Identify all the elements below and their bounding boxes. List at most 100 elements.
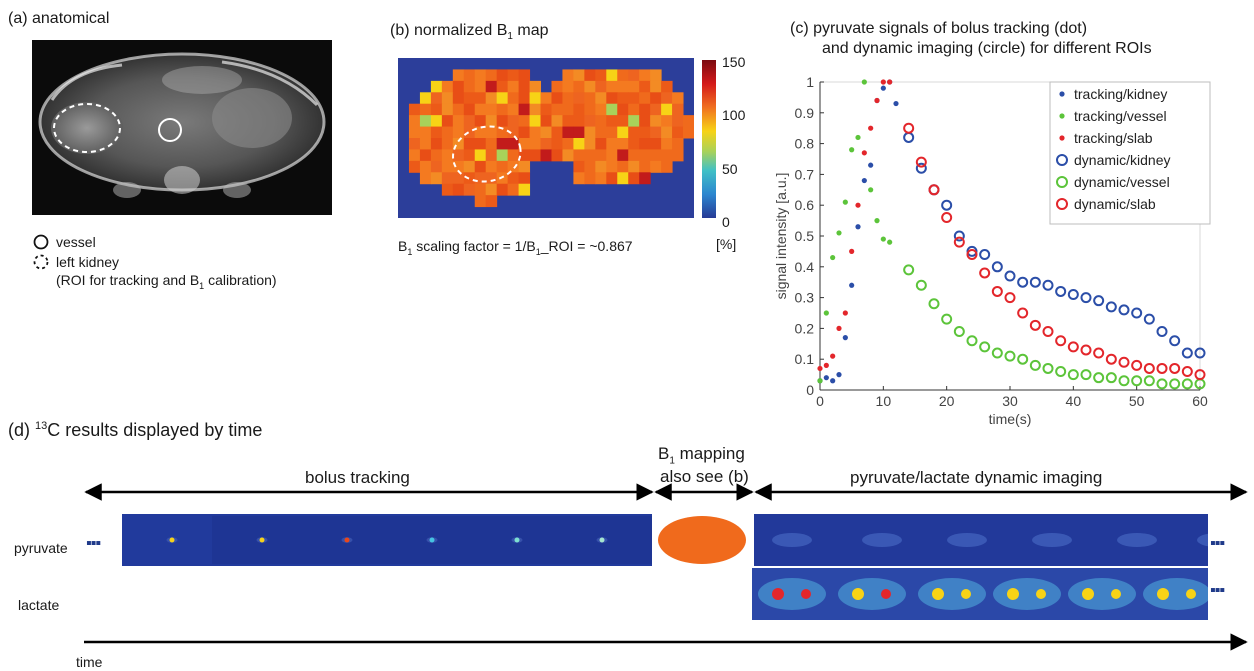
point-dynamic-slab	[991, 285, 1003, 297]
legend-marker	[1059, 91, 1065, 97]
b1-map-cell	[661, 103, 673, 116]
b1-map-cell	[617, 138, 629, 150]
panel-a-title: (a) anatomical	[8, 10, 110, 27]
tracking-frame-hotspot	[169, 537, 175, 543]
lactate-frame-signal	[918, 578, 986, 610]
b1-map-cell	[606, 138, 618, 150]
b1-map-cell	[485, 172, 498, 185]
b1-map-cell	[529, 92, 542, 105]
b1-map-cell	[584, 138, 596, 150]
b1-map-cell	[463, 183, 476, 196]
pyruvate-ellipsis-right: ▪▪▪	[1210, 535, 1225, 552]
lactate-ellipsis-right: ▪▪▪	[1210, 582, 1225, 599]
b1-map-cell	[408, 160, 421, 173]
lactate-hotspot	[852, 588, 864, 600]
b1-map-cell	[496, 80, 509, 93]
legend-label: dynamic/kidney	[1074, 152, 1171, 168]
point-dynamic-vessel	[1029, 359, 1041, 371]
b1-map-cell	[683, 126, 694, 139]
b1-map-cell	[661, 80, 673, 93]
lactate-hotspot	[801, 589, 811, 599]
b1-map-cell	[606, 160, 618, 173]
point-dynamic-vessel	[1042, 362, 1054, 374]
b1-map-cell	[518, 172, 531, 185]
x-tick-label: 30	[1002, 393, 1018, 409]
b1-map-cell	[672, 103, 684, 116]
b1-map-cell	[529, 103, 542, 116]
point-dynamic-slab	[1017, 307, 1029, 319]
point-tracking-slab	[868, 125, 874, 131]
b1-map-cell	[628, 69, 640, 82]
b1-map-cell	[562, 92, 574, 105]
point-dynamic-vessel	[979, 341, 991, 353]
point-dynamic-vessel	[1093, 372, 1105, 384]
b1-map-cell	[430, 115, 443, 128]
b1-map-cell	[463, 149, 476, 162]
b1-map-cell	[650, 92, 662, 105]
b1-map-cell	[507, 69, 520, 82]
b1-map-cell	[485, 115, 498, 128]
point-dynamic-slab	[1131, 359, 1143, 371]
point-dynamic-slab	[915, 156, 927, 168]
b1-map-cell	[419, 149, 432, 162]
b1-map-cell	[452, 115, 465, 128]
b1-map-cell	[441, 80, 454, 93]
point-dynamic-slab	[1156, 362, 1168, 374]
b1-map-cell	[474, 183, 487, 196]
b1-map-cell	[540, 149, 552, 162]
b1-map-cell	[507, 126, 520, 139]
b1-map-cell	[628, 172, 640, 185]
x-tick-label: 20	[939, 393, 955, 409]
point-tracking-kidney	[842, 335, 848, 341]
x-tick-label: 40	[1066, 393, 1082, 409]
tracking-frame-hotspot	[514, 537, 520, 543]
x-tick-label: 60	[1192, 393, 1208, 409]
b1-map-cell	[650, 115, 662, 128]
point-dynamic-slab	[979, 267, 991, 279]
dynamic-pyruvate-frame-signal	[1032, 533, 1072, 547]
y-axis-label: signal intensity [a.u.]	[773, 173, 789, 300]
lactate-frame-signal	[758, 578, 826, 610]
b1-map-cell	[474, 138, 487, 150]
b1-map-cell	[595, 160, 607, 173]
b1-map-cell	[518, 103, 531, 116]
point-tracking-slab	[880, 79, 886, 85]
b1-map-cell	[419, 172, 432, 185]
point-dynamic-vessel	[966, 335, 978, 347]
vessel-roi-outline	[158, 118, 182, 142]
b1-map-cell	[485, 149, 498, 162]
b1-map-cell	[628, 160, 640, 173]
b1-map-cell	[584, 126, 596, 139]
point-tracking-vessel	[868, 187, 874, 193]
y-tick-label: 0.3	[795, 290, 815, 306]
b1-map-cell	[452, 126, 465, 139]
point-tracking-vessel	[842, 199, 848, 205]
b1-map-cell	[474, 115, 487, 128]
point-tracking-slab	[874, 97, 880, 104]
b1-map-cell	[474, 126, 487, 139]
dynamic-pyruvate-frame-signal	[1117, 533, 1157, 547]
point-tracking-slab	[849, 248, 855, 254]
b1-map-cell	[430, 172, 443, 185]
point-tracking-slab	[861, 150, 867, 156]
b1-map-cell	[430, 126, 443, 139]
point-dynamic-slab	[1143, 362, 1155, 374]
b1-map-cell	[474, 172, 487, 185]
b1-map-cell	[595, 172, 607, 185]
solid-circle-icon	[33, 234, 49, 250]
b1-map-cell	[496, 183, 509, 196]
panel-d-title: (d) 13C results displayed by time	[8, 420, 263, 440]
dynamic-pyruvate-frame-signal	[772, 533, 812, 547]
b1-map-cell	[628, 115, 640, 128]
b1-map-cell	[617, 92, 629, 105]
b1-map-cell	[595, 149, 607, 162]
b1-map-cell	[639, 126, 651, 139]
x-tick-label: 0	[816, 393, 824, 409]
b1-map-cell	[518, 115, 531, 128]
b1-frame-map	[658, 516, 746, 564]
y-tick-label: 0.4	[795, 259, 815, 275]
b1-map-cell	[452, 103, 465, 116]
b1-map-cell	[430, 92, 443, 105]
legend-marker	[1059, 135, 1065, 141]
colorbar-tick-50: 50	[722, 161, 738, 177]
